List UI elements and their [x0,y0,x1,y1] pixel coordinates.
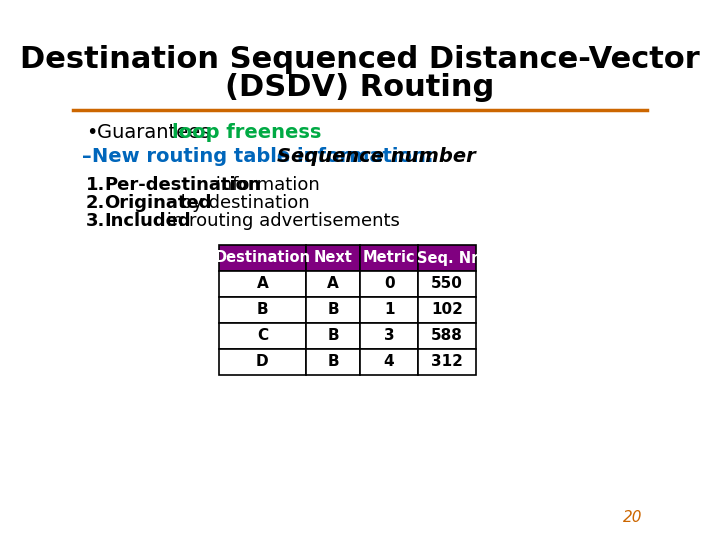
FancyBboxPatch shape [306,323,360,349]
Text: in routing advertisements: in routing advertisements [161,212,400,230]
Text: 102: 102 [431,302,463,318]
Text: 4: 4 [384,354,395,369]
Text: 550: 550 [431,276,463,292]
Text: 1: 1 [384,302,395,318]
Text: by destination: by destination [175,194,310,212]
FancyBboxPatch shape [306,245,360,271]
Text: 0: 0 [384,276,395,292]
Text: Sequence number: Sequence number [277,147,476,166]
Text: B: B [327,302,339,318]
FancyBboxPatch shape [219,349,306,375]
Text: New routing table information:: New routing table information: [92,147,441,166]
FancyBboxPatch shape [418,297,477,323]
Text: •: • [86,123,97,141]
FancyBboxPatch shape [418,271,477,297]
Text: A: A [256,276,269,292]
FancyBboxPatch shape [306,349,360,375]
Text: C: C [257,328,268,343]
FancyBboxPatch shape [219,323,306,349]
Text: –: – [81,147,91,166]
FancyBboxPatch shape [219,271,306,297]
Text: (DSDV) Routing: (DSDV) Routing [225,73,495,103]
Text: B: B [256,302,268,318]
Text: 3: 3 [384,328,395,343]
Text: 312: 312 [431,354,463,369]
Text: Included: Included [104,212,191,230]
Text: Guarantees: Guarantees [97,123,217,141]
Text: 1.: 1. [86,176,105,194]
Text: A: A [327,276,339,292]
Text: Metric: Metric [363,251,415,266]
Text: 588: 588 [431,328,463,343]
Text: Per-destination: Per-destination [104,176,261,194]
Text: Seq. Nr: Seq. Nr [417,251,478,266]
FancyBboxPatch shape [418,245,477,271]
Text: B: B [327,354,339,369]
FancyBboxPatch shape [306,297,360,323]
FancyBboxPatch shape [360,245,418,271]
FancyBboxPatch shape [360,297,418,323]
FancyBboxPatch shape [219,245,306,271]
Text: loop freeness: loop freeness [172,123,322,141]
FancyBboxPatch shape [219,297,306,323]
Text: Destination: Destination [215,251,310,266]
Text: information: information [210,176,320,194]
FancyBboxPatch shape [418,323,477,349]
FancyBboxPatch shape [360,271,418,297]
Text: Next: Next [313,251,352,266]
Text: D: D [256,354,269,369]
Text: Destination Sequenced Distance-Vector: Destination Sequenced Distance-Vector [20,45,700,75]
Text: 20: 20 [623,510,642,525]
FancyBboxPatch shape [360,323,418,349]
FancyBboxPatch shape [418,349,477,375]
Text: B: B [327,328,339,343]
Text: 3.: 3. [86,212,105,230]
FancyBboxPatch shape [360,349,418,375]
Text: 2.: 2. [86,194,105,212]
Text: Originated: Originated [104,194,212,212]
FancyBboxPatch shape [306,271,360,297]
